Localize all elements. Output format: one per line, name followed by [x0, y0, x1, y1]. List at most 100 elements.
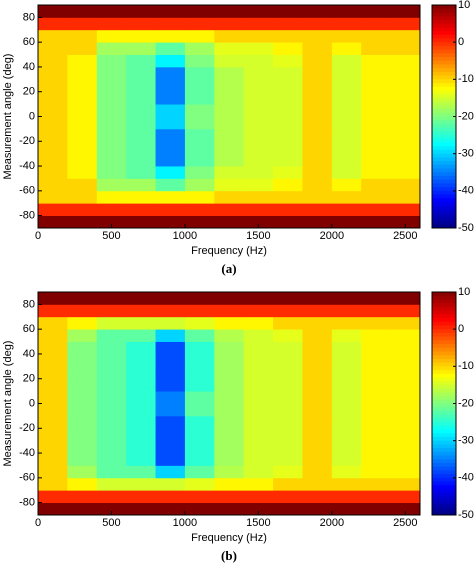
contour-cell: [96, 391, 127, 404]
colorbar-band: [432, 201, 456, 207]
contour-cell: [67, 17, 98, 31]
contour-cell: [38, 428, 68, 442]
contour-cell: [243, 116, 274, 130]
y-tick-label: 40: [23, 61, 35, 73]
contour-cell: [273, 66, 303, 80]
contour-cell: [155, 465, 186, 479]
contour-cell: [96, 428, 127, 442]
contour-cell: [67, 203, 98, 217]
contour-cell: [331, 91, 362, 105]
contour-cell: [38, 341, 68, 355]
contour-cell: [96, 79, 127, 93]
contour-cell: [302, 329, 333, 342]
colorbar-band: [432, 179, 456, 184]
contour-cell: [390, 440, 421, 454]
contour-cell: [361, 128, 392, 142]
contour-cell: [38, 490, 68, 504]
contour-cell: [302, 465, 333, 479]
contour-cell: [214, 29, 245, 43]
contour-cell: [302, 54, 333, 68]
contour-cell: [243, 391, 274, 404]
contour-cell: [96, 453, 127, 466]
colorbar-band: [432, 109, 456, 114]
contour-cell: [155, 304, 186, 318]
contour-cell: [361, 453, 392, 466]
x-tick-label: 500: [102, 517, 120, 529]
colorbar-band: [432, 384, 456, 390]
contour-cell: [184, 203, 215, 217]
contour-cell: [214, 341, 245, 355]
contour-cell: [155, 453, 186, 466]
contour-cell: [184, 415, 215, 429]
contour-cell: [390, 304, 421, 318]
contour-cell: [390, 5, 421, 18]
y-tick-label: 40: [23, 348, 35, 360]
colorbar-band: [432, 38, 456, 43]
contour-cell: [214, 440, 245, 454]
contour-cell: [96, 128, 127, 142]
contour-cell: [38, 17, 68, 31]
contour-cell: [96, 116, 127, 130]
colorbar-tick-label: -300: [458, 148, 474, 160]
contour-cell: [126, 5, 156, 18]
contour-cell: [67, 341, 98, 355]
colorbar-band: [432, 101, 456, 106]
contour-cell: [331, 428, 362, 442]
contour-cell: [331, 341, 362, 355]
contour-cell: [390, 104, 421, 117]
contour-cell: [243, 91, 274, 105]
contour-cell: [155, 428, 186, 442]
contour-cell: [184, 378, 215, 392]
contour-cell: [96, 378, 127, 392]
colorbar-band: [432, 459, 456, 464]
contour-cell: [67, 190, 98, 204]
contour-cell: [390, 178, 421, 192]
y-tick-label: 80: [23, 298, 35, 310]
contour-cell: [96, 42, 127, 55]
contour-cell: [214, 403, 245, 417]
contour-cell: [184, 79, 215, 93]
contour-cell: [155, 440, 186, 454]
contour-cell: [302, 91, 333, 105]
contour-cell: [243, 353, 274, 367]
contour-cell: [184, 5, 215, 18]
contour-cell: [155, 341, 186, 355]
contour-cell: [184, 502, 215, 516]
contour-cell: [273, 104, 303, 117]
contour-cell: [184, 116, 215, 130]
colorbar-band: [432, 485, 456, 490]
contour-cell: [126, 141, 156, 155]
contour-cell: [155, 329, 186, 342]
colorbar-tick-label: -500: [458, 222, 474, 234]
colorbar-band: [432, 190, 456, 196]
contour-cell: [243, 415, 274, 429]
contour-cell: [184, 128, 215, 142]
contour-cell: [67, 316, 98, 330]
colorbar-band: [432, 303, 456, 308]
colorbar-band: [432, 310, 456, 315]
y-tick-label: 80: [23, 11, 35, 23]
contour-cell: [96, 66, 127, 80]
y-axis-label: Measurement angle (deg): [2, 54, 14, 180]
colorbar-band: [432, 347, 456, 352]
contour-cell: [273, 453, 303, 466]
contour-cell: [243, 403, 274, 417]
colorbar-band: [432, 355, 456, 360]
contour-cell: [184, 304, 215, 318]
y-tick-label: 0: [29, 110, 35, 122]
contour-cell: [331, 502, 362, 516]
contour-cell: [38, 415, 68, 429]
colorbar-band: [432, 79, 456, 84]
contour-cell: [38, 329, 68, 342]
colorbar-band: [432, 209, 456, 214]
contour-cell: [390, 42, 421, 55]
colorbar-band: [432, 444, 456, 449]
contour-cell: [155, 292, 186, 305]
contour-cell: [243, 215, 274, 229]
y-tick-label: -60: [19, 185, 35, 197]
contour-cell: [361, 477, 392, 491]
colorbar-band: [432, 183, 456, 188]
contour-cell: [38, 391, 68, 404]
contour-cell: [390, 17, 421, 31]
contour-cell: [184, 215, 215, 229]
